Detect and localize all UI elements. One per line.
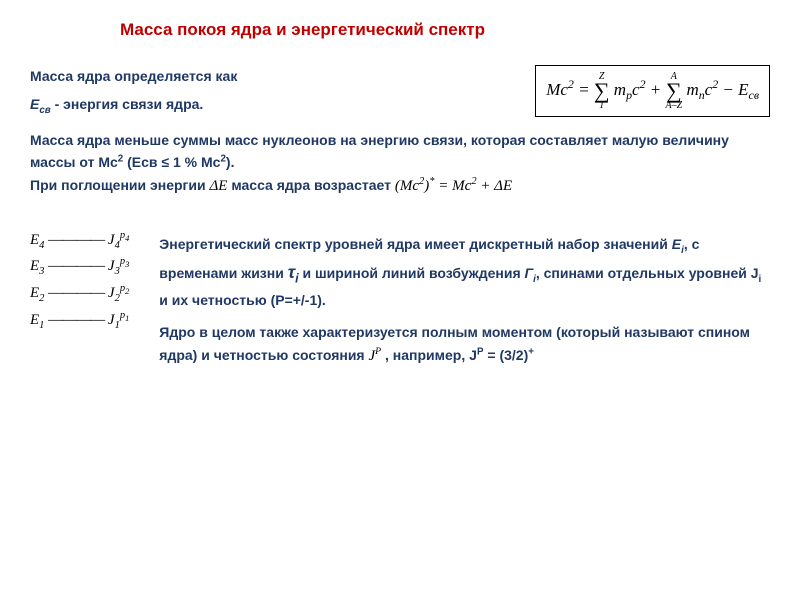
spectrum-row: E4 ———— J4p4E3 ———— J3p3E2 ———— J2p2E1 —… (30, 223, 770, 378)
page-title: Масса покоя ядра и энергетический спектр (120, 20, 770, 40)
energy-level-row: E1 ———— J1p1 (30, 308, 129, 335)
energy-levels-diagram: E4 ———— J4p4E3 ———— J3p3E2 ———— J2p2E1 —… (30, 223, 129, 335)
energy-level-row: E4 ———— J4p4 (30, 228, 129, 255)
mass-less-paragraph: Масса ядра меньше суммы масс нуклеонов н… (30, 129, 770, 198)
mass-formula-box: Mc2 = Z∑1 mpc2 + A∑A–Z mnc2 − Eсв (535, 65, 770, 117)
delta-e-inline: ΔE (209, 178, 227, 194)
definition-row: Масса ядра определяется как Eсв Eсв - эн… (30, 65, 770, 119)
nucleus-moment-paragraph: Ядро в целом также характеризуется полны… (159, 321, 770, 367)
energy-level-row: E3 ———— J3p3 (30, 254, 129, 281)
mass-def-line: Масса ядра определяется как (30, 65, 505, 87)
energy-level-row: E2 ———— J2p2 (30, 281, 129, 308)
spectrum-paragraph: Энергетический спектр уровней ядра имеет… (159, 233, 770, 312)
absorb-formula: (Mc2)* = Mc2 + ΔE (395, 178, 512, 194)
binding-energy-line: Eсв Eсв - энергия связи ядра.- энергия с… (30, 93, 505, 118)
